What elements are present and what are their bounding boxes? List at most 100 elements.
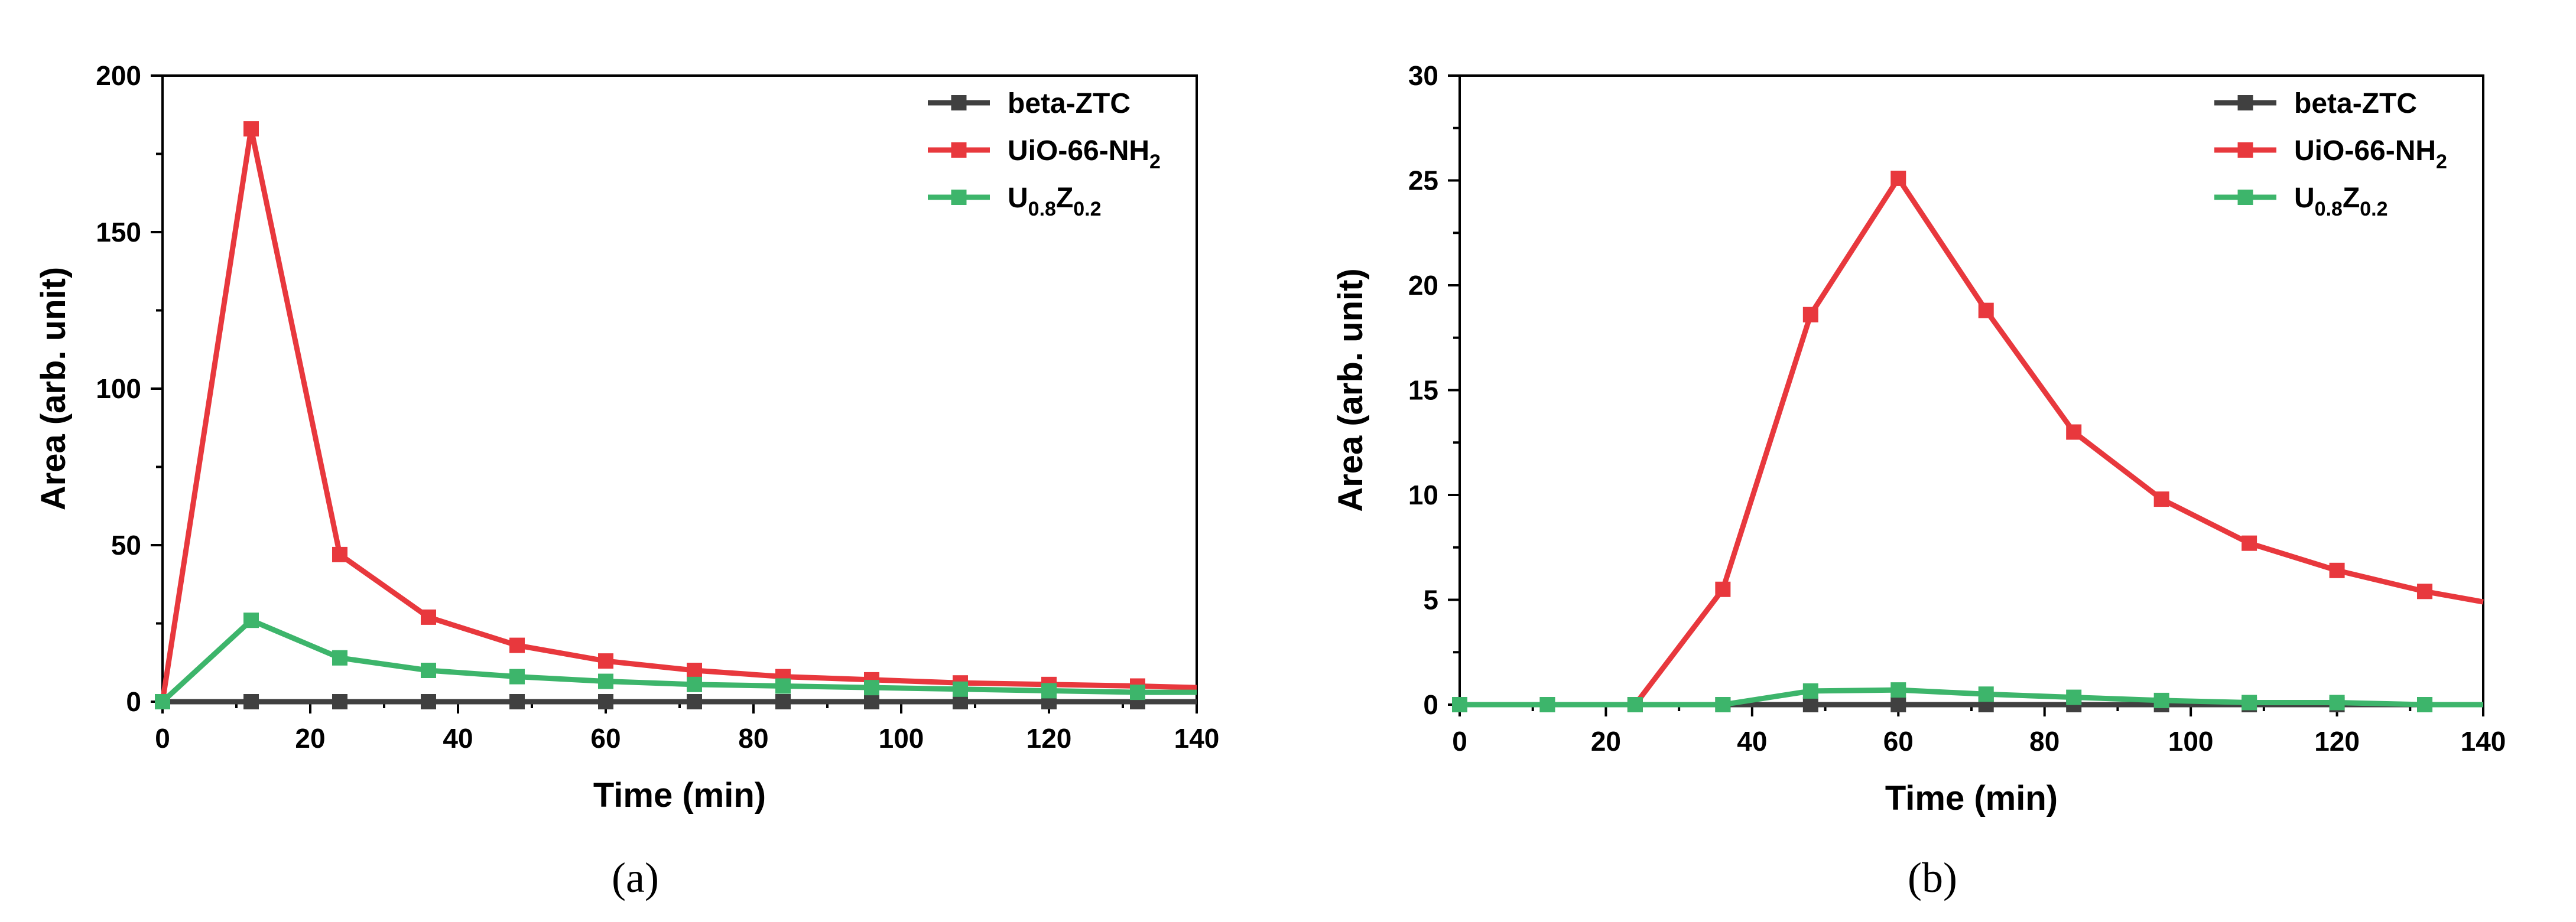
legend-label-uio-66-nh2: UiO-66-NH2 (2294, 135, 2447, 173)
y-tick-label: 50 (111, 530, 141, 561)
data-point-u0-8z0-2 (1041, 683, 1057, 699)
data-point-u0-8z0-2 (687, 676, 702, 692)
chart-panel-b: 0 20 40 60 80 100 120 140 0 5 10 15 20 25 30 Time (min)… (1331, 60, 2506, 901)
data-point-u0-8z0-2 (509, 669, 525, 685)
data-point-uio-66-nh2 (2417, 584, 2433, 600)
legend-label-u0-8z0-2: U0.8Z0.2 (1008, 183, 1102, 220)
y-axis-title: Area (arb. unit) (34, 267, 73, 511)
x-tick-label: 0 (1452, 726, 1467, 757)
data-point-uio-66-nh2 (598, 653, 613, 669)
x-tick-label: 140 (1174, 723, 1220, 754)
x-tick-label: 100 (879, 723, 924, 754)
data-point-uio-66-nh2 (687, 663, 702, 678)
legend-label-uio-66-nh2: UiO-66-NH2 (1008, 135, 1161, 173)
data-point-beta-ztc (1802, 697, 1818, 712)
y-tick-label: 5 (1423, 585, 1438, 615)
x-tick-label: 60 (590, 723, 621, 754)
data-point-uio-66-nh2 (2242, 535, 2257, 551)
y-tick-label: 200 (96, 60, 141, 91)
x-tick-label: 140 (2461, 726, 2506, 757)
data-point-u0-8z0-2 (1715, 697, 1731, 712)
data-point-u0-8z0-2 (775, 678, 791, 694)
chart-panel-a: 0 20 40 60 80 100 120 140 0 50 100 150 200 Time (min)… (34, 60, 1219, 901)
data-point-u0-8z0-2 (1539, 697, 1555, 712)
data-point-u0-8z0-2 (1130, 685, 1145, 701)
legend-marker-beta-ztc (951, 95, 967, 110)
legend-label-beta-ztc: beta-ZTC (2294, 88, 2417, 119)
data-point-uio-66-nh2 (2066, 424, 2082, 440)
legend-label-u0-8z0-2: U0.8Z0.2 (2294, 183, 2388, 220)
data-point-u0-8z0-2 (953, 681, 968, 697)
y-tick-label: 30 (1408, 60, 1438, 91)
data-point-u0-8z0-2 (2329, 695, 2345, 711)
data-point-u0-8z0-2 (598, 673, 613, 689)
data-point-u0-8z0-2 (2417, 697, 2433, 712)
data-point-uio-66-nh2 (332, 546, 347, 562)
data-point-uio-66-nh2 (1802, 307, 1818, 322)
data-point-beta-ztc (243, 694, 259, 709)
data-point-u0-8z0-2 (1802, 683, 1818, 699)
legend-marker-u0-8z0-2 (2237, 190, 2253, 205)
x-tick-label: 80 (2029, 726, 2059, 757)
x-axis-title: Time (min) (1885, 779, 2058, 817)
y-tick-label: 15 (1408, 375, 1438, 406)
data-point-u0-8z0-2 (332, 650, 347, 666)
data-point-beta-ztc (421, 694, 436, 709)
y-tick-label: 20 (1408, 270, 1438, 301)
x-tick-label: 80 (738, 723, 768, 754)
data-point-u0-8z0-2 (421, 663, 436, 678)
data-point-uio-66-nh2 (2329, 562, 2345, 578)
data-point-beta-ztc (775, 694, 791, 709)
data-point-beta-ztc (509, 694, 525, 709)
data-point-u0-8z0-2 (1890, 682, 1906, 698)
data-point-uio-66-nh2 (421, 609, 436, 625)
panel-caption: (a) (612, 854, 659, 901)
data-point-u0-8z0-2 (2153, 692, 2169, 708)
legend-marker-uio-66-nh2 (951, 142, 967, 158)
data-point-u0-8z0-2 (1978, 686, 1994, 702)
data-point-u0-8z0-2 (155, 694, 170, 709)
data-point-uio-66-nh2 (1978, 302, 1994, 318)
plot-frame (161, 74, 1198, 703)
data-point-uio-66-nh2 (509, 637, 525, 653)
x-tick-label: 20 (1591, 726, 1621, 757)
y-tick-label: 10 (1408, 480, 1438, 510)
x-tick-label: 100 (2168, 726, 2214, 757)
data-point-u0-8z0-2 (2066, 689, 2082, 705)
data-point-uio-66-nh2 (243, 121, 259, 137)
x-tick-label: 20 (295, 723, 325, 754)
x-axis-title: Time (min) (593, 776, 766, 815)
legend-marker-beta-ztc (2237, 95, 2253, 110)
x-tick-label: 120 (2314, 726, 2360, 757)
data-point-beta-ztc (598, 694, 613, 709)
data-point-uio-66-nh2 (1715, 581, 1731, 597)
y-tick-label: 150 (96, 217, 141, 247)
data-point-u0-8z0-2 (1627, 697, 1643, 712)
data-point-u0-8z0-2 (1452, 697, 1467, 712)
y-axis-title: Area (arb. unit) (1331, 268, 1370, 512)
data-point-uio-66-nh2 (1890, 170, 1906, 186)
data-point-beta-ztc (687, 694, 702, 709)
data-point-u0-8z0-2 (2242, 695, 2257, 711)
legend-marker-u0-8z0-2 (951, 190, 967, 205)
x-tick-label: 40 (443, 723, 473, 754)
data-point-beta-ztc (1890, 697, 1906, 712)
data-point-u0-8z0-2 (864, 680, 879, 696)
panel-caption: (b) (1908, 854, 1957, 901)
y-tick-label: 0 (1423, 689, 1438, 720)
data-point-beta-ztc (332, 694, 347, 709)
y-tick-label: 25 (1408, 165, 1438, 196)
x-tick-label: 120 (1026, 723, 1072, 754)
x-tick-label: 60 (1883, 726, 1914, 757)
data-point-u0-8z0-2 (243, 613, 259, 628)
data-point-uio-66-nh2 (2153, 491, 2169, 507)
y-tick-label: 100 (96, 373, 141, 404)
y-tick-label: 0 (126, 686, 141, 717)
legend-label-beta-ztc: beta-ZTC (1008, 88, 1131, 119)
legend-marker-uio-66-nh2 (2237, 142, 2253, 158)
plot-frame (1458, 74, 2484, 706)
x-tick-label: 0 (155, 723, 170, 754)
series-line-uio-66-nh2 (1460, 175, 2484, 708)
data-point-beta-ztc (864, 694, 879, 709)
